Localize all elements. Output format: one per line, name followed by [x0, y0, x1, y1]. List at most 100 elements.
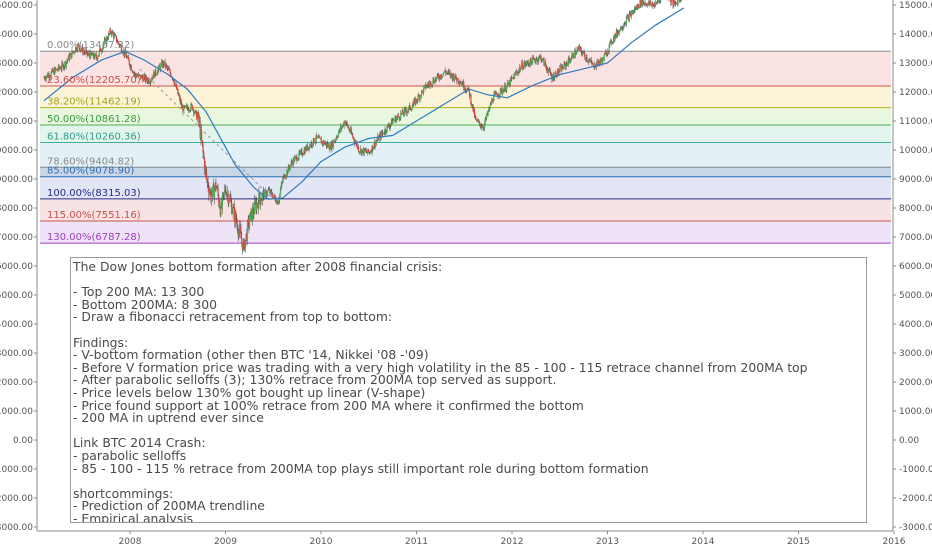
candle-body — [587, 60, 589, 62]
candle-body — [579, 46, 581, 50]
candle-body — [413, 100, 415, 105]
candle-body — [529, 58, 531, 66]
candle-body — [341, 126, 343, 129]
candle-body — [248, 219, 250, 226]
candle-body — [642, 1, 644, 6]
candle-body — [252, 208, 254, 214]
candle-body — [634, 7, 636, 11]
candle-body — [391, 119, 393, 124]
candle-body — [125, 50, 127, 55]
candle-body — [628, 13, 630, 21]
candle-body — [535, 60, 537, 63]
candle-body — [73, 51, 75, 53]
candle-body — [64, 61, 66, 67]
candle-body — [602, 57, 604, 64]
candle-body — [530, 58, 532, 62]
candle-body — [514, 73, 516, 74]
candle-body — [106, 37, 108, 40]
candle-body — [489, 103, 491, 109]
candle-body — [173, 78, 175, 83]
candle-body — [249, 212, 251, 221]
candle-body — [480, 126, 482, 128]
candle-body — [531, 57, 534, 65]
candle-body — [654, 5, 656, 8]
ma200-layer — [43, 7, 685, 200]
candle-body — [378, 135, 380, 141]
y-tick-label: -3000.00 — [899, 523, 932, 533]
candle-body — [220, 202, 222, 216]
candle-body — [93, 57, 95, 59]
candle-body — [526, 61, 528, 64]
candle-body — [569, 60, 572, 62]
candle-body — [513, 76, 515, 79]
candle-body — [52, 69, 54, 72]
candle-body — [229, 197, 231, 201]
candle-body — [362, 148, 365, 154]
candle-body — [87, 54, 89, 55]
candle-body — [191, 104, 193, 110]
candle-body — [609, 41, 611, 45]
candle-body — [240, 231, 242, 239]
candle-body — [201, 130, 203, 141]
candle-body — [516, 71, 519, 73]
candle-body — [374, 142, 376, 147]
candle-body — [396, 116, 398, 119]
candle-body — [237, 230, 239, 236]
candle-body — [159, 66, 161, 70]
candle-body — [142, 77, 144, 82]
candle-body — [173, 82, 176, 86]
candle-body — [502, 90, 504, 93]
candle-body — [437, 74, 439, 76]
candle-body — [612, 37, 615, 42]
candle-body — [244, 240, 246, 251]
candle-body — [498, 94, 501, 97]
candle-body — [291, 162, 294, 165]
candle-body — [539, 56, 542, 57]
candle-body — [307, 144, 309, 150]
candle-body — [79, 49, 82, 51]
candle-body — [218, 204, 221, 209]
candle-body — [449, 72, 451, 76]
candle-body — [649, 1, 651, 4]
candle-body — [332, 140, 335, 147]
candle-body — [582, 52, 584, 55]
candle-body — [90, 51, 92, 59]
candle-body — [92, 52, 94, 56]
candle-body — [199, 122, 201, 138]
candle-body — [329, 144, 332, 150]
y-tick-label: 9000.00 — [0, 175, 33, 185]
candle-body — [575, 53, 577, 55]
candle-body — [493, 94, 495, 101]
candle-body — [281, 182, 283, 185]
candle-body — [115, 36, 117, 42]
candle-body — [555, 72, 557, 77]
candle-body — [486, 113, 488, 119]
candle-body — [644, 3, 646, 5]
candle-body — [439, 75, 441, 79]
candle-body — [167, 68, 169, 69]
candle-body — [460, 82, 462, 84]
y-tick-label: 10000.00 — [0, 146, 33, 156]
candle-body — [97, 54, 100, 57]
candle-body — [269, 189, 271, 193]
candle-body — [511, 77, 513, 80]
candle-body — [348, 128, 350, 131]
candle-body — [253, 213, 255, 215]
candle-body — [243, 240, 245, 243]
fib-zone-fills — [40, 51, 891, 244]
candle-body — [639, 0, 641, 8]
candle-body — [501, 89, 503, 93]
candle-body — [298, 152, 300, 159]
candle-body — [117, 41, 120, 44]
candle-body — [337, 136, 339, 138]
candle-body — [429, 81, 431, 83]
candle-body — [158, 65, 160, 67]
candle-body — [398, 116, 400, 119]
candle-body — [168, 68, 170, 70]
note-line: - Price found support at 100% retrace fr… — [73, 397, 584, 413]
candle-body — [228, 197, 231, 202]
candle-body — [650, 4, 653, 5]
candle-body — [380, 133, 382, 139]
candle-body — [148, 82, 150, 84]
